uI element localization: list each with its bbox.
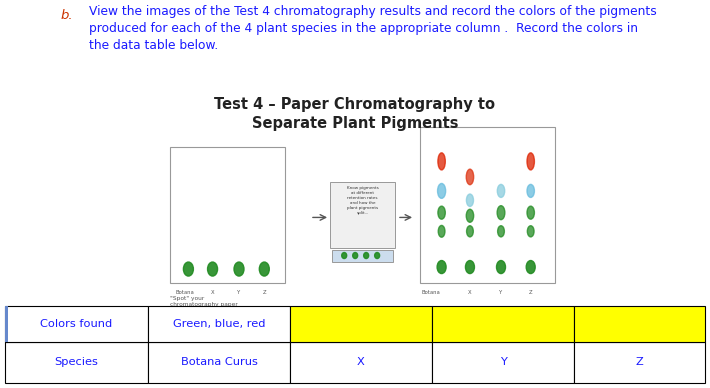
Text: Species: Species bbox=[55, 357, 99, 367]
Ellipse shape bbox=[342, 253, 346, 258]
Ellipse shape bbox=[207, 262, 217, 276]
Text: b.: b. bbox=[60, 9, 73, 23]
Ellipse shape bbox=[528, 226, 534, 237]
Bar bbox=[574, 306, 705, 342]
Text: "Spot" your
chromatography paper
and label it with a pencil.: "Spot" your chromatography paper and lab… bbox=[170, 296, 244, 314]
Text: Know pigments
at different
retention rates
and how the
plant pigments
split...: Know pigments at different retention rat… bbox=[346, 186, 378, 215]
Text: Y: Y bbox=[500, 357, 506, 367]
Text: Test 4 – Paper Chromatography to
Separate Plant Pigments: Test 4 – Paper Chromatography to Separat… bbox=[214, 97, 496, 131]
Text: X: X bbox=[357, 357, 365, 367]
Bar bbox=[5, 342, 148, 383]
Ellipse shape bbox=[527, 206, 535, 219]
Bar bbox=[432, 306, 574, 342]
Ellipse shape bbox=[527, 153, 535, 170]
Bar bbox=[5, 306, 148, 342]
Bar bbox=[148, 342, 290, 383]
Bar bbox=[5, 306, 8, 342]
Bar bbox=[170, 147, 285, 282]
Ellipse shape bbox=[437, 260, 446, 274]
Text: Z: Z bbox=[529, 289, 532, 294]
Bar bbox=[290, 306, 432, 342]
Bar bbox=[574, 342, 705, 383]
Ellipse shape bbox=[437, 184, 446, 198]
Bar bbox=[432, 342, 574, 383]
Text: Z: Z bbox=[635, 357, 643, 367]
Ellipse shape bbox=[526, 260, 535, 274]
Bar bbox=[332, 249, 393, 262]
Ellipse shape bbox=[527, 184, 535, 197]
Ellipse shape bbox=[438, 225, 445, 237]
Text: Botana: Botana bbox=[175, 289, 194, 294]
Bar bbox=[330, 182, 395, 248]
Bar bbox=[148, 306, 290, 342]
Ellipse shape bbox=[498, 226, 504, 237]
Bar bbox=[420, 127, 555, 282]
Ellipse shape bbox=[497, 206, 505, 220]
Ellipse shape bbox=[496, 260, 506, 274]
Ellipse shape bbox=[375, 253, 380, 258]
Ellipse shape bbox=[364, 253, 368, 258]
Ellipse shape bbox=[353, 253, 358, 258]
Text: Y: Y bbox=[499, 289, 503, 294]
Ellipse shape bbox=[497, 184, 505, 197]
Text: View the images of the Test 4 chromatography results and record the colors of th: View the images of the Test 4 chromatogr… bbox=[89, 5, 657, 52]
Ellipse shape bbox=[466, 226, 474, 237]
Text: Z: Z bbox=[263, 289, 266, 294]
Text: X: X bbox=[468, 289, 471, 294]
Ellipse shape bbox=[466, 260, 474, 274]
Ellipse shape bbox=[259, 262, 269, 276]
Ellipse shape bbox=[438, 206, 445, 219]
Ellipse shape bbox=[466, 169, 474, 185]
Ellipse shape bbox=[438, 153, 445, 170]
Text: Botana Curus: Botana Curus bbox=[180, 357, 258, 367]
Text: Green, blue, red: Green, blue, red bbox=[173, 319, 266, 329]
Text: X: X bbox=[211, 289, 214, 294]
Bar bbox=[290, 342, 432, 383]
Ellipse shape bbox=[466, 209, 474, 222]
Text: Botana: Botana bbox=[422, 289, 441, 294]
Text: Colors found: Colors found bbox=[40, 319, 113, 329]
Text: Y: Y bbox=[237, 289, 241, 294]
Ellipse shape bbox=[234, 262, 244, 276]
Ellipse shape bbox=[183, 262, 193, 276]
Ellipse shape bbox=[466, 194, 474, 206]
